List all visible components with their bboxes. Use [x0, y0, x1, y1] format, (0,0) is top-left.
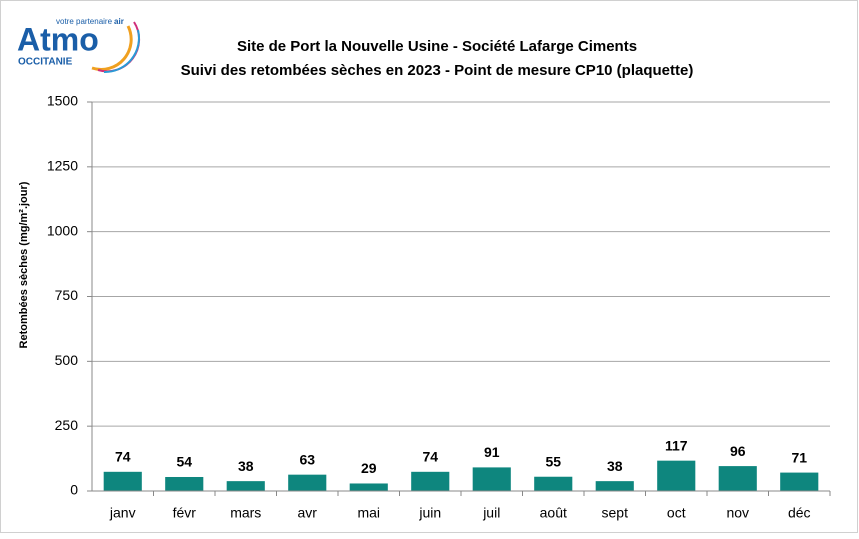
- value-label: 29: [361, 460, 377, 476]
- x-tick-label: août: [540, 505, 567, 521]
- value-label: 74: [422, 449, 438, 465]
- chart-title: Site de Port la Nouvelle Usine - Société…: [237, 38, 637, 55]
- bar: [411, 471, 450, 491]
- bar: [226, 481, 265, 491]
- value-label: 91: [484, 444, 500, 460]
- value-label: 117: [665, 437, 688, 453]
- bar: [780, 472, 819, 491]
- logo-name: Atmo: [17, 21, 99, 57]
- bar: [472, 467, 511, 491]
- logo-tagline-text: votre partenaire: [56, 17, 113, 26]
- bar: [534, 476, 573, 491]
- logo-region: OCCITANIE: [18, 57, 73, 68]
- x-tick-label: mars: [230, 505, 261, 521]
- y-tick-label: 1000: [47, 222, 78, 238]
- x-tick-label: nov: [726, 505, 749, 521]
- logo-tagline: votre partenaire air: [56, 17, 124, 26]
- bar: [595, 481, 634, 491]
- x-tick-label: juin: [418, 505, 441, 521]
- value-label: 74: [115, 449, 131, 465]
- value-label: 96: [730, 443, 746, 459]
- logo-tagline-bold: air: [114, 17, 124, 26]
- value-label: 54: [176, 454, 192, 470]
- logo-arc: [91, 25, 133, 71]
- bar: [718, 466, 757, 491]
- y-tick-label: 1250: [47, 158, 78, 174]
- x-tick-label: oct: [667, 505, 686, 521]
- y-tick-label: 0: [70, 482, 78, 498]
- chart-subtitle: Suivi des retombées sèches en 2023 - Poi…: [181, 62, 694, 79]
- logo: votre partenaire air Atmo OCCITANIE: [17, 17, 141, 74]
- bar: [103, 471, 142, 491]
- value-label: 38: [607, 458, 623, 474]
- x-tick-label: févr: [173, 505, 197, 521]
- x-tick-label: avr: [298, 505, 318, 521]
- bar: [657, 460, 696, 491]
- bar: [288, 474, 327, 491]
- x-tick-label: sept: [602, 505, 629, 521]
- x-tick-label: juil: [482, 505, 500, 521]
- x-tick-label: mai: [357, 505, 380, 521]
- y-tick-label: 250: [55, 417, 79, 433]
- bar: [349, 483, 388, 491]
- value-label: 55: [545, 453, 561, 469]
- y-axis-label: Retombées sèches (mg/m².jour): [18, 181, 30, 348]
- value-label: 63: [299, 451, 315, 467]
- x-tick-label: déc: [788, 505, 811, 521]
- logo-arc: [103, 29, 140, 74]
- value-label: 71: [791, 449, 807, 465]
- x-tick-label: janv: [109, 505, 136, 521]
- y-tick-label: 750: [55, 287, 79, 303]
- value-label: 38: [238, 458, 254, 474]
- y-tick-label: 1500: [47, 93, 78, 109]
- bar: [165, 476, 204, 491]
- y-tick-label: 500: [55, 352, 79, 368]
